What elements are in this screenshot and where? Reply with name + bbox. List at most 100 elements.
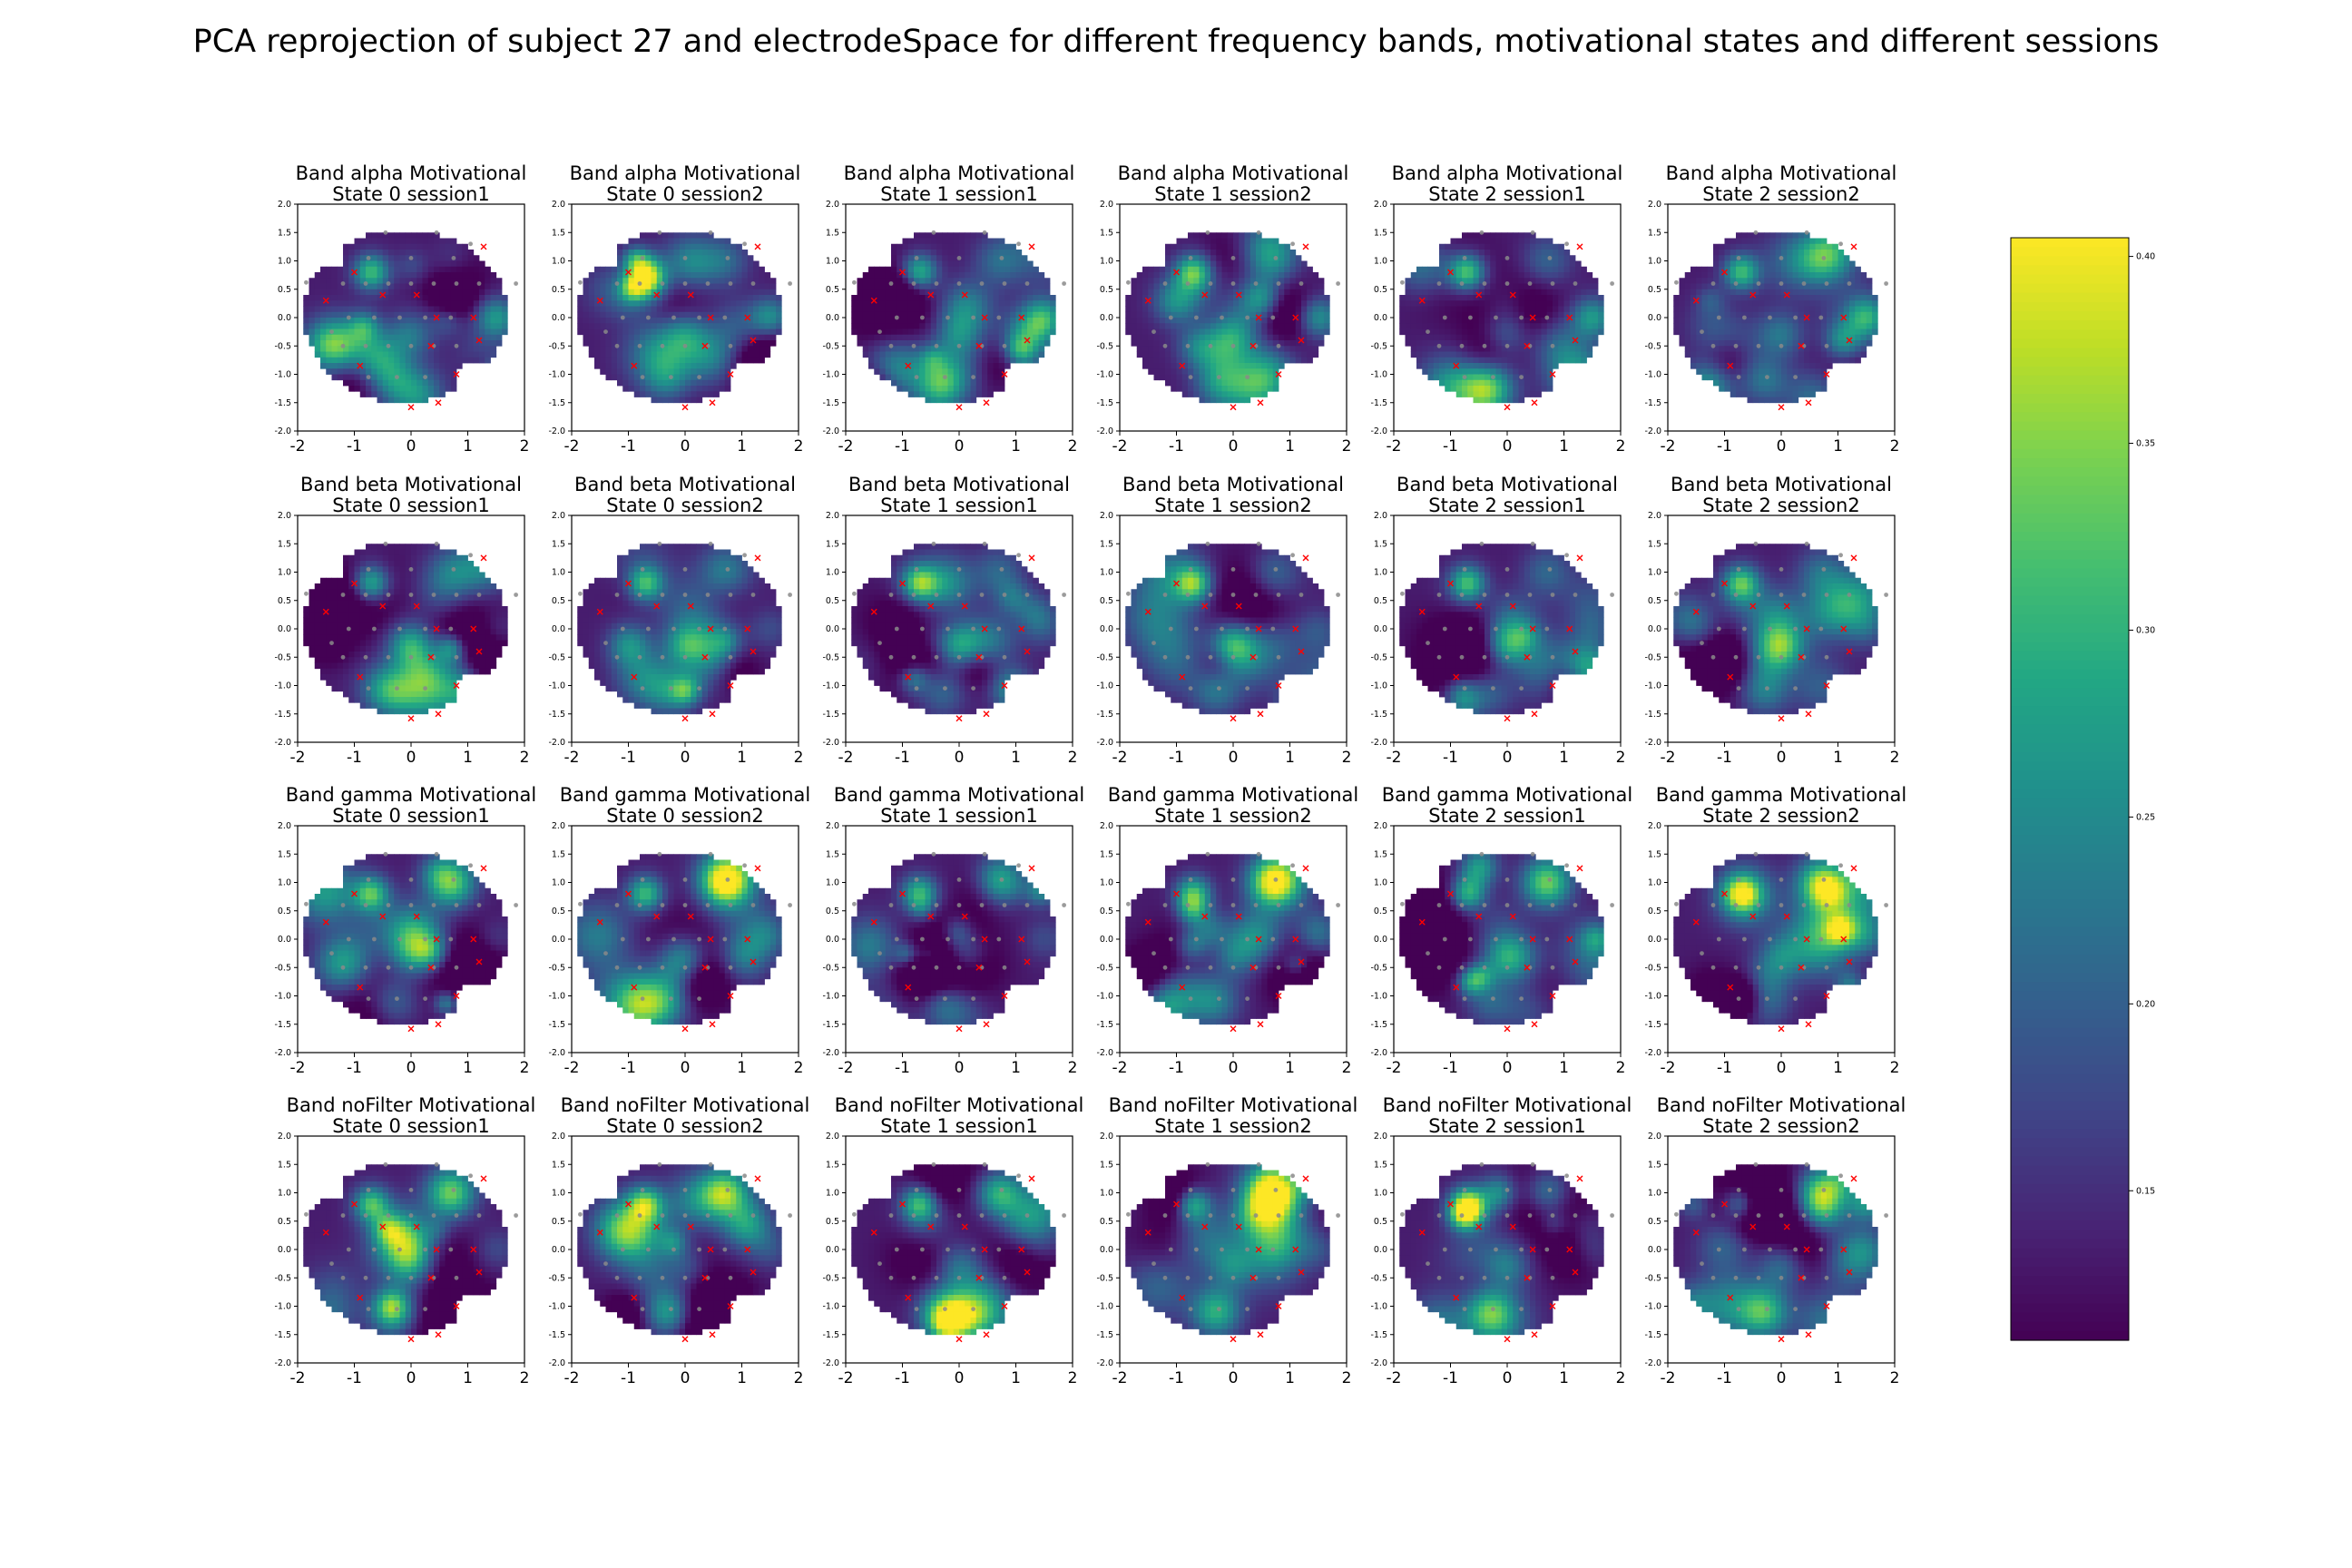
heatmap-cell: [1284, 289, 1290, 296]
heatmap-cell: [713, 300, 720, 307]
heatmap-cell: [970, 266, 977, 273]
heatmap-cell: [691, 340, 697, 347]
heatmap-cell: [1422, 283, 1428, 290]
heatmap-cell: [1445, 311, 1451, 318]
heatmap-cell: [366, 289, 372, 296]
heatmap-cell: [719, 351, 726, 358]
heatmap-cell: [1136, 306, 1143, 313]
heatmap-cell: [1204, 289, 1211, 296]
heatmap-cell: [747, 295, 754, 301]
heatmap-cell: [456, 283, 463, 290]
heatmap-cell: [1244, 328, 1251, 336]
heatmap-cell: [1730, 328, 1737, 336]
reference-marker: [1028, 243, 1035, 250]
heatmap-cell: [1227, 397, 1234, 404]
heatmap-cell: [434, 243, 440, 250]
heatmap-cell: [343, 340, 349, 347]
heatmap-cell: [371, 357, 377, 364]
heatmap-cell: [434, 351, 440, 358]
heatmap-cell: [696, 243, 703, 250]
heatmap-cell: [348, 379, 355, 387]
heatmap-cell: [1295, 346, 1302, 352]
heatmap-cell: [320, 300, 327, 307]
heatmap-cell: [662, 283, 669, 290]
heatmap-cell: [925, 272, 932, 279]
heatmap-cell: [1199, 351, 1206, 358]
heatmap-cell: [479, 266, 485, 273]
heatmap-cell: [411, 346, 417, 352]
heatmap-cell: [1312, 351, 1319, 358]
heatmap-cell: [1752, 306, 1759, 313]
heatmap-cell: [708, 295, 714, 301]
heatmap-cell: [907, 278, 915, 284]
heatmap-cell: [1004, 300, 1011, 307]
heatmap-cell: [1433, 266, 1440, 273]
heatmap-cell: [359, 300, 367, 307]
heatmap-cell: [1553, 323, 1559, 329]
heatmap-cell: [1541, 272, 1548, 279]
reference-marker: [407, 404, 415, 411]
heatmap-cell: [366, 250, 372, 256]
heatmap-cell: [1131, 278, 1138, 284]
heatmap-cell: [719, 300, 726, 307]
heatmap-cell: [953, 232, 960, 239]
heatmap-cell: [982, 340, 988, 347]
heatmap-cell: [879, 357, 887, 364]
heatmap-cell: [1267, 346, 1274, 352]
heatmap-cell: [1233, 328, 1240, 336]
heatmap-cell: [1204, 295, 1211, 301]
heatmap-cell: [1501, 243, 1508, 250]
heatmap-cell: [422, 243, 429, 250]
heatmap-cell: [1455, 363, 1463, 369]
heatmap-cell: [1216, 346, 1222, 352]
heatmap-cell: [1524, 340, 1531, 347]
heatmap-cell: [1701, 278, 1709, 284]
heatmap-cell: [696, 328, 703, 336]
heatmap-cell: [1433, 311, 1440, 318]
heatmap-cell: [1015, 340, 1023, 347]
heatmap-cell: [479, 318, 485, 324]
heatmap-cell: [594, 266, 601, 273]
heatmap-cell: [1759, 295, 1765, 301]
heatmap-cell: [930, 272, 937, 279]
heatmap-cell: [1038, 272, 1045, 279]
heatmap-cell: [633, 391, 641, 397]
heatmap-cell: [1553, 250, 1559, 256]
subplot-title-line2: State 1 session1: [880, 183, 1037, 205]
heatmap-cell: [713, 318, 720, 324]
heatmap-cell: [1295, 328, 1302, 336]
heatmap-cell: [747, 340, 754, 347]
heatmap-cell: [857, 283, 864, 290]
heatmap-cell: [416, 272, 423, 279]
heatmap-cell: [1713, 311, 1720, 318]
heatmap-cell: [1747, 232, 1754, 239]
heatmap-cell: [998, 374, 1005, 381]
heatmap-cell: [1764, 283, 1770, 290]
heatmap-cell: [1433, 351, 1440, 358]
heatmap-cell: [696, 238, 703, 245]
heatmap-cell: [1759, 238, 1765, 245]
heatmap-cell: [622, 351, 629, 358]
heatmap-cell: [1707, 346, 1714, 352]
heatmap-cell: [1244, 283, 1251, 290]
heatmap-cell: [1524, 289, 1531, 296]
heatmap-cell: [1204, 260, 1211, 268]
heatmap-cell: [640, 243, 646, 250]
heatmap-cell: [434, 272, 440, 279]
heatmap-cell: [708, 318, 714, 324]
heatmap-cell: [1741, 232, 1748, 239]
heatmap-cell: [1210, 295, 1217, 301]
heatmap-cell: [377, 232, 384, 239]
heatmap-cell: [1433, 278, 1440, 284]
heatmap-cell: [1696, 363, 1702, 369]
heatmap-cell: [354, 278, 361, 284]
heatmap-cell: [588, 340, 595, 347]
heatmap-cell: [1679, 306, 1686, 313]
heatmap-cell: [343, 374, 349, 381]
heatmap-cell: [942, 260, 948, 268]
heatmap-cell: [1033, 311, 1039, 318]
heatmap-cell: [645, 306, 652, 313]
heatmap-cell: [1021, 266, 1028, 273]
heatmap-cell: [959, 351, 965, 358]
heatmap-cell: [611, 306, 618, 313]
